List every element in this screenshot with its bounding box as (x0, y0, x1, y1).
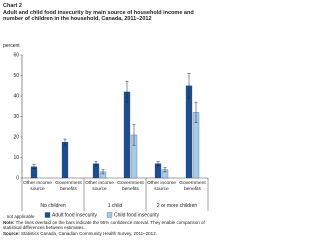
chart-title: Adult and child food insecurity by main … (3, 10, 194, 23)
y-tick-label: 50 (13, 73, 19, 79)
error-bar (63, 138, 67, 146)
legend-label: Adult food insecurity (52, 212, 98, 218)
y-axis-label: percent (3, 43, 20, 49)
bar (185, 85, 193, 179)
legend-swatch (44, 212, 51, 218)
y-tick-label: 10 (13, 155, 19, 161)
na-note: .. not applicable (3, 214, 35, 219)
error-bar (132, 124, 136, 146)
note-text: The lines overlaid on the bars indicate … (3, 220, 205, 231)
bar (123, 91, 131, 179)
note-label: Note: (3, 220, 15, 225)
error-bar (187, 73, 191, 99)
x-tick-label: Government benefits (179, 181, 206, 192)
error-bar (94, 161, 98, 166)
x-tick-label: Government benefits (55, 181, 82, 192)
x-tick-label: Other income source (147, 181, 176, 192)
error-bar (125, 81, 129, 103)
x-tick-label: Other income source (85, 181, 114, 192)
bar (61, 141, 69, 179)
error-bar (101, 169, 105, 175)
x-tick-label: Other income source (23, 181, 52, 192)
legend-swatch (106, 212, 113, 218)
y-tick-label: 40 (13, 93, 19, 99)
source-label: Source: (3, 231, 20, 236)
chart: 0 10 20 30 40 50 60 Adult food insecurity Child … (13, 52, 209, 218)
note: Note: The lines overlaid on the bars ind… (3, 220, 210, 230)
y-tick-label: 20 (13, 134, 19, 140)
x-tick-label: Government benefits (117, 181, 144, 192)
group-label: 1 child (107, 203, 123, 209)
group-label: 2 or more children (156, 203, 198, 209)
chart-label: Chart 2 (3, 3, 22, 9)
source: Source: Statistics Canada, Canadian Comm… (3, 231, 210, 236)
error-bar (32, 164, 36, 170)
legend-label: Child food insecurity (114, 212, 160, 218)
error-bar (163, 167, 167, 173)
error-bar (156, 161, 160, 166)
error-bar (194, 101, 198, 123)
y-tick-label: 0 (16, 175, 19, 181)
source-text: Statistics Canada, Canadian Community He… (21, 231, 157, 236)
y-tick-label: 30 (13, 114, 19, 120)
page: {"chart_data":{"type":"bar","label":"Cha… (3, 3, 210, 236)
group-label: No children (40, 203, 66, 209)
y-tick-label: 60 (13, 52, 19, 58)
